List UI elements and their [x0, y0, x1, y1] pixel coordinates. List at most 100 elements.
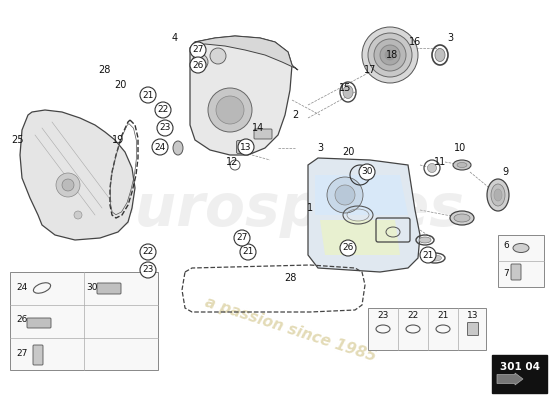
Text: 21: 21 [243, 248, 254, 256]
Polygon shape [315, 175, 408, 215]
Text: 23: 23 [377, 312, 389, 320]
Circle shape [234, 230, 250, 246]
Polygon shape [20, 110, 135, 240]
Text: 11: 11 [434, 157, 446, 167]
Circle shape [74, 211, 82, 219]
Text: 1: 1 [307, 203, 313, 213]
Text: 30: 30 [361, 168, 373, 176]
Circle shape [56, 173, 80, 197]
Ellipse shape [435, 48, 445, 62]
Circle shape [140, 87, 156, 103]
Polygon shape [308, 158, 420, 272]
Text: 6: 6 [503, 240, 509, 250]
Circle shape [240, 244, 256, 260]
Text: 15: 15 [339, 83, 351, 93]
Text: 20: 20 [114, 80, 126, 90]
Circle shape [420, 247, 436, 263]
Circle shape [362, 27, 418, 83]
Circle shape [385, 50, 395, 60]
Text: 28: 28 [284, 273, 296, 283]
FancyBboxPatch shape [97, 283, 121, 294]
Ellipse shape [457, 162, 467, 168]
Ellipse shape [453, 160, 471, 170]
Text: 21: 21 [142, 90, 153, 100]
Circle shape [210, 48, 226, 64]
Ellipse shape [513, 244, 529, 252]
FancyBboxPatch shape [511, 264, 521, 280]
Circle shape [216, 96, 244, 124]
FancyArrow shape [497, 373, 523, 385]
Ellipse shape [494, 189, 502, 201]
Circle shape [140, 244, 156, 260]
Text: 7: 7 [503, 268, 509, 278]
Ellipse shape [173, 141, 183, 155]
Text: 4: 4 [172, 33, 178, 43]
Polygon shape [320, 220, 400, 255]
Circle shape [340, 240, 356, 256]
Text: 30: 30 [86, 284, 98, 292]
Circle shape [208, 88, 252, 132]
Text: 3: 3 [317, 143, 323, 153]
FancyBboxPatch shape [27, 318, 51, 328]
Text: 10: 10 [454, 143, 466, 153]
Circle shape [152, 139, 168, 155]
Circle shape [190, 42, 206, 58]
Text: 2: 2 [292, 110, 298, 120]
Circle shape [192, 54, 208, 70]
Circle shape [238, 139, 254, 155]
Circle shape [155, 102, 171, 118]
Text: 12: 12 [226, 157, 238, 167]
Circle shape [190, 57, 206, 73]
Text: 26: 26 [342, 244, 354, 252]
Text: 9: 9 [502, 167, 508, 177]
FancyBboxPatch shape [236, 140, 251, 154]
Text: 3: 3 [447, 33, 453, 43]
Ellipse shape [450, 211, 474, 225]
Text: 301 04: 301 04 [500, 362, 540, 372]
Circle shape [140, 262, 156, 278]
Ellipse shape [487, 179, 509, 211]
FancyBboxPatch shape [33, 345, 43, 365]
Text: a passion since 1985: a passion since 1985 [202, 295, 377, 365]
FancyBboxPatch shape [468, 322, 478, 336]
Circle shape [368, 33, 412, 77]
Text: 24: 24 [16, 284, 28, 292]
Circle shape [157, 120, 173, 136]
Ellipse shape [343, 86, 353, 98]
Text: 21: 21 [422, 250, 434, 260]
Text: 26: 26 [192, 60, 204, 70]
Polygon shape [190, 36, 298, 70]
Text: 27: 27 [236, 234, 248, 242]
Circle shape [327, 177, 363, 213]
Text: 28: 28 [98, 65, 110, 75]
Circle shape [380, 45, 400, 65]
Text: 22: 22 [408, 312, 419, 320]
Ellipse shape [428, 255, 442, 261]
Text: 17: 17 [364, 65, 376, 75]
Text: 13: 13 [468, 312, 478, 320]
Text: 22: 22 [142, 248, 153, 256]
FancyBboxPatch shape [368, 308, 486, 350]
Text: 20: 20 [342, 147, 354, 157]
Text: 23: 23 [142, 266, 153, 274]
Ellipse shape [427, 164, 437, 172]
Ellipse shape [454, 214, 470, 222]
FancyBboxPatch shape [10, 272, 158, 370]
Text: 23: 23 [160, 124, 170, 132]
Text: 19: 19 [112, 135, 124, 145]
FancyBboxPatch shape [492, 355, 547, 393]
Text: 25: 25 [12, 135, 24, 145]
Text: 27: 27 [16, 348, 28, 358]
Circle shape [335, 185, 355, 205]
Circle shape [62, 179, 74, 191]
Text: 22: 22 [157, 106, 169, 114]
Text: 18: 18 [386, 50, 398, 60]
Circle shape [374, 39, 406, 71]
Text: 24: 24 [155, 142, 166, 152]
Ellipse shape [491, 184, 505, 206]
Text: eurospares: eurospares [96, 182, 465, 238]
Text: 21: 21 [437, 312, 449, 320]
Text: 27: 27 [192, 46, 204, 54]
Circle shape [359, 164, 375, 180]
Polygon shape [190, 36, 292, 155]
